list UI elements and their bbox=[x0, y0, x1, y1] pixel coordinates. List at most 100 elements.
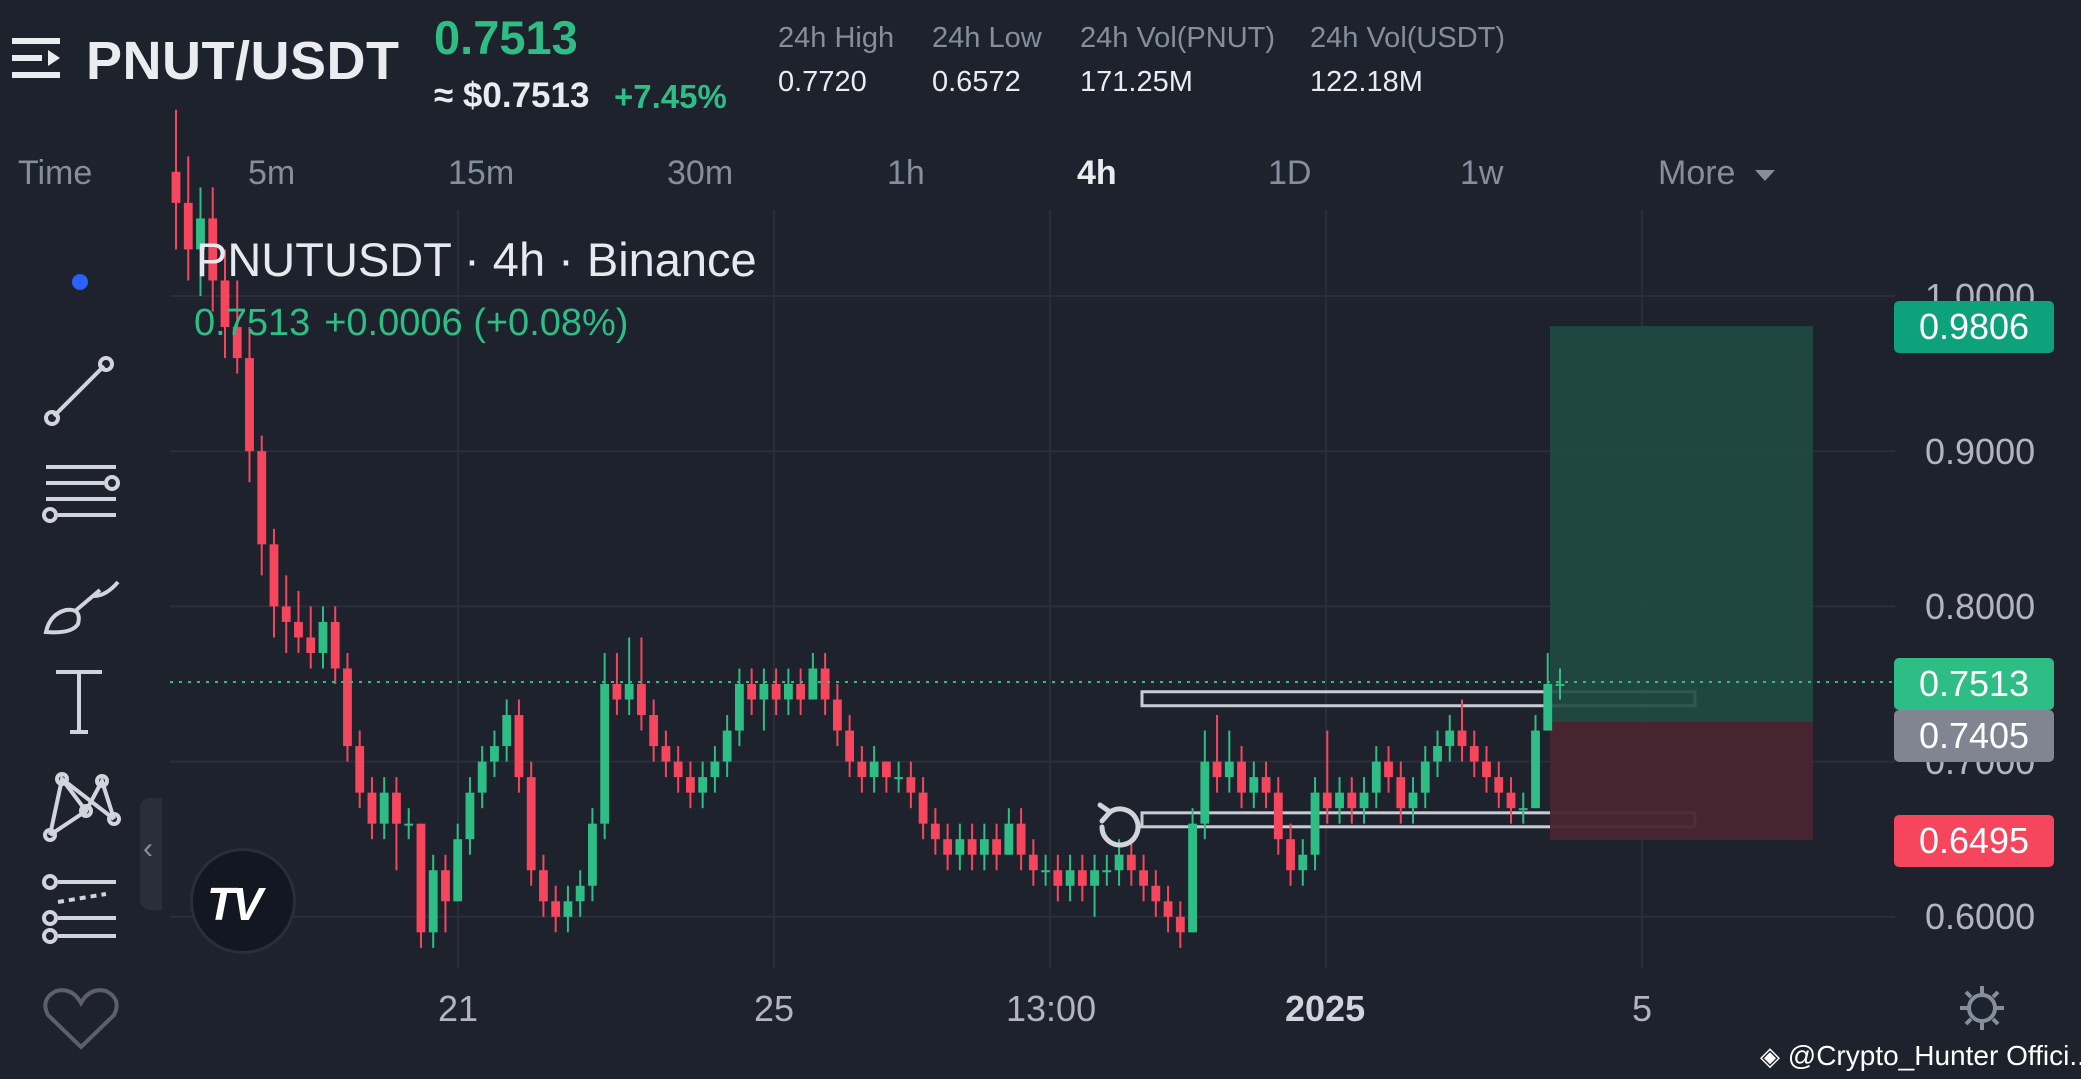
candle-body bbox=[514, 715, 524, 778]
candle-body bbox=[685, 777, 695, 793]
candle-body bbox=[330, 621, 340, 669]
candle-body bbox=[379, 792, 389, 824]
stop-price-tag: 0.6495 bbox=[1894, 815, 2054, 867]
candle-body bbox=[392, 792, 401, 824]
pattern-icon[interactable] bbox=[36, 767, 126, 847]
candle-body bbox=[747, 684, 757, 700]
time-axis-label: 13:00 bbox=[1006, 988, 1097, 1029]
tab-4h[interactable]: 4h bbox=[1077, 154, 1117, 192]
candle-body bbox=[1506, 792, 1516, 809]
candle-body bbox=[1249, 777, 1259, 793]
time-axis-label: 5 bbox=[1632, 988, 1653, 1029]
candle-body bbox=[796, 684, 806, 700]
candle-body bbox=[1384, 761, 1393, 778]
tab-1d[interactable]: 1D bbox=[1268, 154, 1312, 192]
stat-24h-high-value: 0.7720 bbox=[778, 66, 867, 98]
stat-24h-low-value: 0.6572 bbox=[932, 66, 1021, 98]
current-price-tag: 0.7513 bbox=[1894, 658, 2054, 710]
tab-5m[interactable]: 5m bbox=[248, 154, 296, 192]
candle-body bbox=[930, 823, 940, 840]
horizontal-lines-icon[interactable] bbox=[36, 457, 126, 537]
candle-body bbox=[1347, 792, 1357, 809]
stat-24h-low-label: 24h Low bbox=[932, 22, 1042, 54]
candle-body bbox=[771, 684, 781, 700]
ohlc-change: +0.0006 (+0.08%) bbox=[324, 302, 629, 344]
trend-line-icon[interactable] bbox=[36, 352, 126, 432]
tab-1w[interactable]: 1w bbox=[1460, 154, 1504, 192]
menu-icon[interactable] bbox=[12, 34, 64, 82]
last-price: 0.7513 bbox=[434, 11, 578, 64]
candle-body bbox=[992, 839, 1002, 855]
candle-body bbox=[1126, 854, 1136, 871]
candle-body bbox=[490, 746, 499, 762]
settings-gear-icon[interactable] bbox=[1958, 984, 2006, 1032]
candle-body bbox=[869, 761, 879, 778]
stat-24h-high-label: 24h High bbox=[778, 22, 895, 54]
chart-title: PNUTUSDT · 4h · Binance bbox=[196, 233, 757, 286]
drawing-toolbar bbox=[0, 212, 160, 1050]
candle-body bbox=[343, 668, 352, 747]
entry-price-tag: 0.7405 bbox=[1894, 710, 2054, 762]
candle-body bbox=[1102, 870, 1112, 873]
candle-body bbox=[1457, 730, 1467, 747]
candle-body bbox=[1237, 761, 1246, 793]
ohlc-price: 0.7513 bbox=[194, 302, 311, 344]
stat-24h-vol-base-label: 24h Vol(PNUT) bbox=[1080, 22, 1276, 54]
candle-body bbox=[1420, 761, 1430, 793]
candle-body bbox=[453, 839, 463, 902]
candle-body bbox=[245, 358, 254, 452]
candle-body bbox=[1555, 684, 1565, 686]
tab-15m[interactable]: 15m bbox=[448, 154, 515, 192]
candle-body bbox=[1224, 761, 1234, 778]
candle-body bbox=[355, 746, 365, 793]
collapse-toolbar-button[interactable]: ‹ bbox=[140, 798, 162, 910]
candle-body bbox=[1065, 870, 1075, 886]
tab-1h[interactable]: 1h bbox=[887, 154, 925, 192]
candle-body bbox=[1359, 792, 1369, 809]
candle-body bbox=[710, 761, 720, 778]
candle-body bbox=[979, 839, 989, 855]
tab-time[interactable]: Time bbox=[18, 154, 93, 192]
target-price-tag: 0.9806 bbox=[1894, 301, 2054, 353]
candle-body bbox=[1139, 870, 1148, 886]
candle-body bbox=[318, 621, 328, 653]
tab-more[interactable]: More bbox=[1658, 154, 1775, 193]
time-axis-label: 25 bbox=[754, 988, 795, 1029]
brush-icon[interactable] bbox=[36, 562, 126, 642]
support-resistance-zone bbox=[1140, 690, 1697, 708]
candle-body bbox=[1482, 761, 1491, 778]
candle-body bbox=[1273, 792, 1283, 840]
reset-chart-icon[interactable] bbox=[1090, 797, 1150, 857]
support-resistance-zone bbox=[1140, 811, 1697, 829]
pair-title[interactable]: PNUT/USDT bbox=[86, 31, 400, 91]
candle-body bbox=[832, 699, 842, 731]
candle-body bbox=[1163, 901, 1173, 917]
candle-body bbox=[477, 761, 487, 793]
tradingview-logo[interactable]: TV bbox=[190, 848, 296, 954]
candle-body bbox=[465, 792, 475, 840]
tab-more-label: More bbox=[1658, 154, 1736, 192]
candle-body bbox=[1004, 823, 1014, 855]
candle-body bbox=[539, 870, 548, 902]
text-icon[interactable] bbox=[36, 662, 126, 742]
candle-body bbox=[624, 684, 634, 700]
fib-lines-icon[interactable] bbox=[36, 872, 126, 952]
candle-body bbox=[1494, 777, 1504, 793]
candle-body bbox=[1090, 870, 1099, 886]
candle-body bbox=[1114, 854, 1124, 871]
ohlc-legend: 0.7513 +0.0006 (+0.08%) bbox=[194, 302, 642, 345]
usd-price: ≈ $0.7513 bbox=[434, 76, 590, 115]
candle-body bbox=[1188, 823, 1197, 933]
tv-logo-mark: TV bbox=[207, 878, 263, 930]
stat-24h-vol-quote-label: 24h Vol(USDT) bbox=[1310, 22, 1506, 54]
candle-body bbox=[1041, 870, 1051, 873]
candle-body bbox=[294, 621, 303, 638]
favorites-heart-icon[interactable] bbox=[36, 977, 126, 1057]
price-axis-label: 0.6000 bbox=[1925, 896, 2036, 937]
candle-body bbox=[428, 870, 438, 933]
candle-body bbox=[845, 730, 855, 762]
candle-body bbox=[1408, 792, 1418, 809]
candle-body bbox=[1518, 808, 1528, 811]
candle-body bbox=[1469, 746, 1479, 762]
tab-30m[interactable]: 30m bbox=[667, 154, 734, 192]
